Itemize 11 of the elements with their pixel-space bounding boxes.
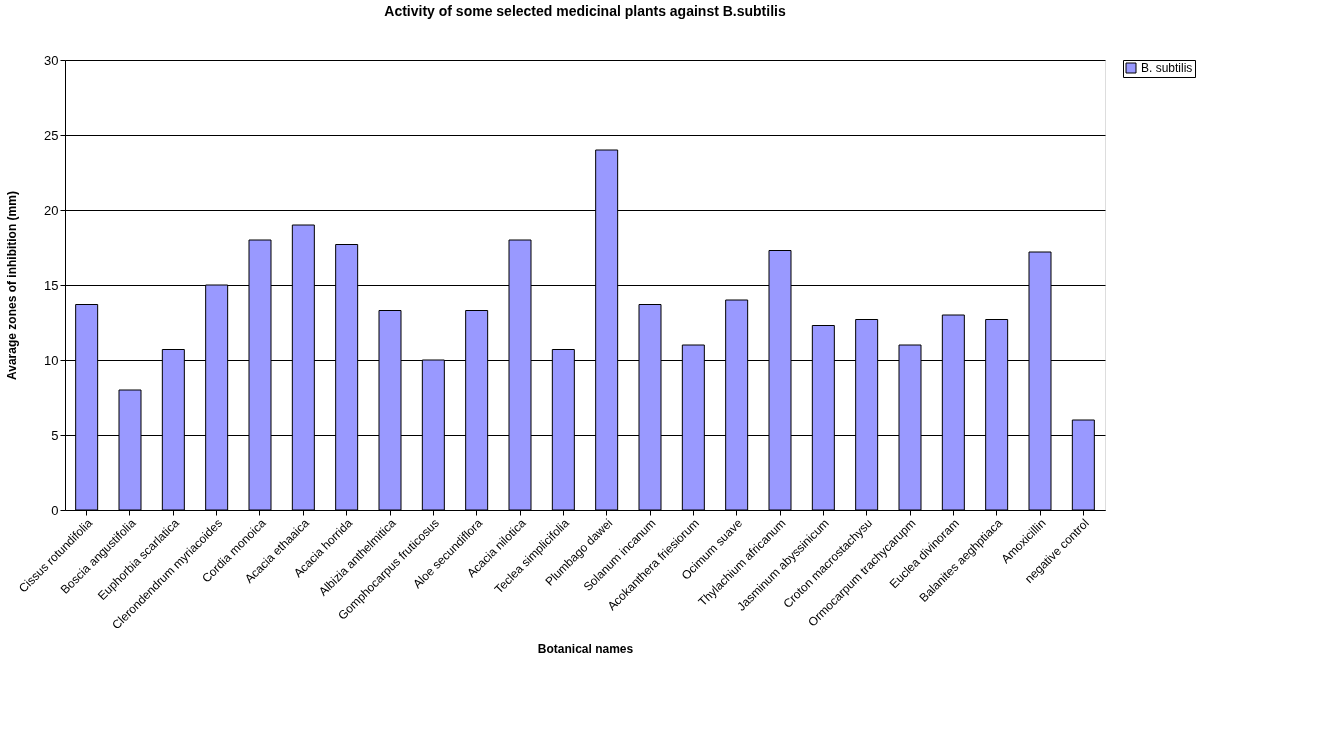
y-axis-title: Avarage zones of inhibition (mm) <box>5 191 20 380</box>
x-axis-title: Botanical names <box>537 641 634 656</box>
chart-title: Activity of some selected medicinal plants against B.subtilis <box>384 3 786 19</box>
y-tick-label: 0 <box>51 502 59 518</box>
y-tick-label: 15 <box>44 277 59 293</box>
y-tick-label: 10 <box>44 352 59 368</box>
y-tick-label: 25 <box>44 127 59 143</box>
y-tick-label: 20 <box>44 202 59 218</box>
y-tick-label: 5 <box>51 427 59 443</box>
legend-label: B. subtilis <box>1141 61 1193 75</box>
y-tick-label: 30 <box>44 52 59 68</box>
